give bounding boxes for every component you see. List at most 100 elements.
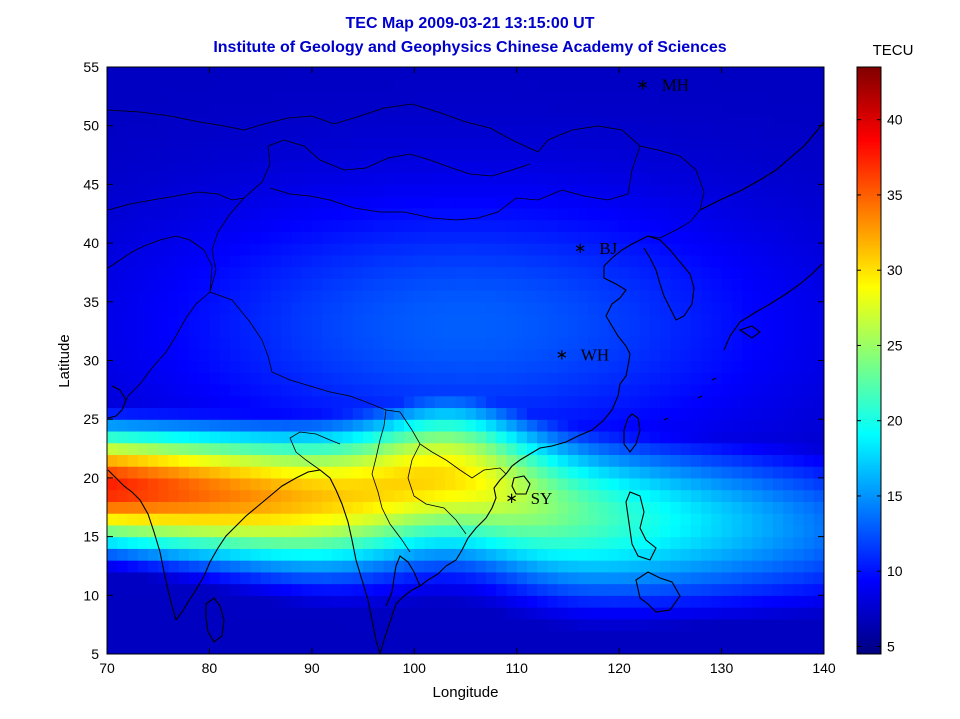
- heat-cell: [137, 301, 149, 315]
- heat-cell: [270, 231, 282, 244]
- heat-cell: [547, 618, 559, 632]
- heat-cell: [619, 571, 630, 585]
- heat-cell: [260, 477, 272, 491]
- heat-cell: [229, 149, 241, 162]
- heat-cell: [219, 489, 231, 502]
- heat-cell: [168, 372, 180, 385]
- heat-cell: [578, 231, 590, 244]
- heat-cell: [445, 419, 456, 432]
- heat-cell: [352, 360, 364, 373]
- heat-cell: [281, 325, 292, 338]
- heat-cell: [404, 583, 415, 596]
- heat-cell: [578, 548, 590, 561]
- heat-cell: [250, 383, 262, 397]
- heat-cell: [567, 524, 579, 538]
- heat-cell: [147, 489, 159, 502]
- heat-cell: [332, 266, 344, 279]
- heat-cell: [342, 172, 354, 185]
- heat-cell: [270, 630, 282, 643]
- heat-cell: [752, 548, 764, 561]
- heat-cell: [567, 184, 579, 197]
- heat-cell: [322, 184, 333, 197]
- heat-cell: [291, 360, 303, 373]
- heat-cell: [793, 513, 805, 526]
- heat-cell: [742, 642, 753, 654]
- heat-cell: [158, 513, 170, 526]
- heat-cell: [813, 536, 824, 549]
- heat-cell: [229, 571, 241, 585]
- heat-cell: [742, 501, 753, 514]
- heat-cell: [557, 489, 569, 502]
- heat-cell: [598, 560, 610, 573]
- heat-cell: [199, 278, 211, 291]
- heat-cell: [373, 278, 385, 291]
- heat-cell: [168, 219, 180, 232]
- heat-cell: [209, 231, 221, 244]
- heat-cell: [803, 407, 815, 420]
- korea: [643, 235, 695, 321]
- heat-cell: [721, 548, 733, 561]
- heat-cell: [383, 278, 395, 291]
- heat-cell: [516, 266, 528, 279]
- heat-cell: [281, 477, 292, 491]
- heat-cell: [752, 348, 764, 362]
- heat-cell: [496, 430, 508, 444]
- heat-cell: [752, 372, 764, 385]
- heat-cell: [332, 454, 344, 467]
- heat-cell: [229, 583, 241, 596]
- heat-cell: [701, 196, 712, 209]
- heat-cell: [516, 442, 528, 456]
- heat-cell: [588, 466, 600, 479]
- heat-cell: [742, 149, 753, 162]
- heat-cell: [332, 278, 344, 291]
- heat-cell: [670, 536, 682, 549]
- heat-cell: [434, 290, 446, 303]
- heat-cell: [383, 337, 395, 350]
- heat-cell: [783, 489, 794, 502]
- heat-cell: [701, 290, 712, 303]
- heat-cell: [414, 607, 426, 620]
- heat-cell: [547, 501, 559, 514]
- heat-cell: [762, 160, 774, 174]
- heat-cell: [813, 466, 824, 479]
- heat-cell: [537, 290, 549, 303]
- heat-cell: [199, 395, 211, 409]
- heat-cell: [526, 630, 538, 643]
- heat-cell: [485, 513, 497, 526]
- heat-cell: [793, 419, 805, 432]
- heat-cell: [783, 607, 794, 620]
- heat-cell: [363, 278, 374, 291]
- heat-cell: [424, 254, 436, 268]
- heat-cell: [772, 231, 784, 244]
- heat-cell: [147, 630, 159, 643]
- heat-cell: [393, 571, 405, 585]
- heat-cell: [117, 395, 129, 409]
- heat-cell: [127, 583, 139, 596]
- heat-cell: [793, 67, 805, 80]
- heat-cell: [311, 337, 323, 350]
- heat-cell: [660, 524, 671, 538]
- heat-cell: [629, 360, 641, 373]
- heat-cell: [168, 571, 180, 585]
- heat-cell: [127, 160, 139, 174]
- heat-cell: [537, 642, 549, 654]
- heat-cell: [147, 513, 159, 526]
- heat-cell: [147, 430, 159, 444]
- heat-cell: [158, 337, 170, 350]
- heat-cell: [404, 160, 415, 174]
- heat-cell: [721, 266, 733, 279]
- heat-cell: [188, 466, 200, 479]
- heat-cell: [526, 243, 538, 256]
- heat-cell: [147, 219, 159, 232]
- heat-cell: [178, 243, 190, 256]
- heat-cell: [742, 325, 753, 338]
- heat-cell: [342, 337, 354, 350]
- heat-cell: [526, 454, 538, 467]
- heat-cell: [229, 607, 241, 620]
- heat-cell: [567, 360, 579, 373]
- heat-cell: [178, 430, 190, 444]
- heat-cell: [813, 524, 824, 538]
- heat-cell: [455, 67, 467, 80]
- heat-cell: [506, 266, 518, 279]
- heat-cell: [680, 243, 692, 256]
